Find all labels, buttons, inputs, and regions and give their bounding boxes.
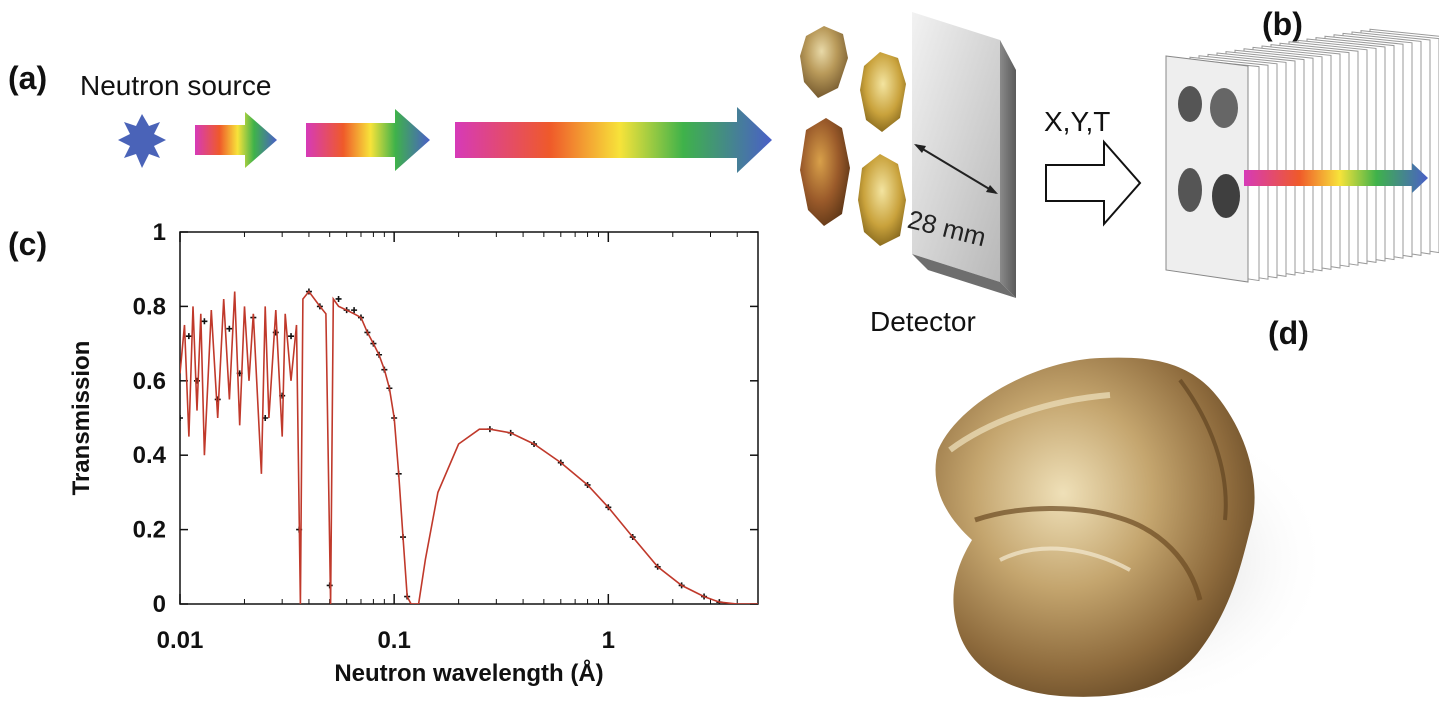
neutron-source-star-icon xyxy=(118,114,166,168)
data-point xyxy=(351,307,358,314)
chart-y-axis-label: Transmission xyxy=(68,340,95,496)
y-tick-label: 0.4 xyxy=(133,442,167,469)
axis-ticks: 0 0.2 0.4 0.6 0.8 1 0.01 0.1 1 xyxy=(133,219,759,654)
radiograph-crystal xyxy=(1178,168,1202,212)
detector-bottom xyxy=(912,254,1016,298)
sample-crystals xyxy=(800,26,906,246)
detector xyxy=(912,12,1016,298)
data-point xyxy=(201,318,208,325)
spectrum-arrow-1 xyxy=(195,112,277,168)
dimension-arrowhead-right xyxy=(986,185,998,194)
panel-label-c: (c) xyxy=(8,226,48,262)
data-point xyxy=(288,333,295,340)
detector-side xyxy=(1000,40,1016,298)
data-point xyxy=(185,333,192,340)
nugget-ridge-3 xyxy=(999,546,1131,572)
detector-front xyxy=(912,12,1000,282)
crystal-gold-top xyxy=(860,52,906,132)
nugget-ridge-2 xyxy=(974,506,1203,601)
neutron-source-label: Neutron source xyxy=(80,70,272,101)
crystal-gold-bottom xyxy=(858,154,906,246)
nugget-ridge-1 xyxy=(948,392,1111,453)
spectrum-arrow-2 xyxy=(306,109,430,171)
panel-label-a: (a) xyxy=(8,60,48,96)
data-point xyxy=(226,325,233,332)
fit-line xyxy=(180,290,758,604)
image-stack xyxy=(1165,28,1439,283)
time-axis-arrow xyxy=(1244,163,1428,193)
crystal-reddish xyxy=(800,118,850,226)
nugget-body xyxy=(935,357,1255,697)
detector-dimension-arrow xyxy=(915,144,997,194)
y-tick-label: 0.2 xyxy=(133,517,166,544)
x-tick-label: 0.01 xyxy=(157,627,204,654)
y-tick-label: 0.6 xyxy=(133,368,166,395)
panel-label-b: (b) xyxy=(1262,6,1303,42)
image-slice-front xyxy=(1165,55,1249,283)
data-point xyxy=(214,396,221,403)
y-tick-label: 0.8 xyxy=(133,293,166,320)
x-tick-label: 0.1 xyxy=(377,627,410,654)
transmission-chart: 0 0.2 0.4 0.6 0.8 1 0.01 0.1 1 xyxy=(133,219,759,654)
nugget-ridge-4 xyxy=(1178,378,1228,521)
radiograph-crystal xyxy=(1178,86,1202,122)
crystal-silver xyxy=(800,26,848,98)
data-point xyxy=(180,415,183,421)
spectrum-arrow-3 xyxy=(455,107,772,173)
x-tick-label: 1 xyxy=(602,627,615,654)
data-point xyxy=(193,377,200,384)
output-label: X,Y,T xyxy=(1044,106,1111,137)
radiograph-crystal xyxy=(1210,88,1238,128)
detector-label: Detector xyxy=(870,306,976,337)
panel-label-d: (d) xyxy=(1268,315,1309,351)
y-tick-label: 0 xyxy=(153,591,166,618)
data-points xyxy=(180,288,723,604)
dimension-arrowhead-left xyxy=(914,144,926,153)
gold-nugget-photo xyxy=(935,357,1255,697)
data-point xyxy=(335,295,342,302)
output-arrow-icon xyxy=(1045,139,1142,227)
fit-curve xyxy=(180,290,758,604)
y-tick-label: 1 xyxy=(153,219,166,246)
radiograph-crystal xyxy=(1212,174,1240,218)
chart-x-axis-label: Neutron wavelength (Å) xyxy=(334,660,604,687)
